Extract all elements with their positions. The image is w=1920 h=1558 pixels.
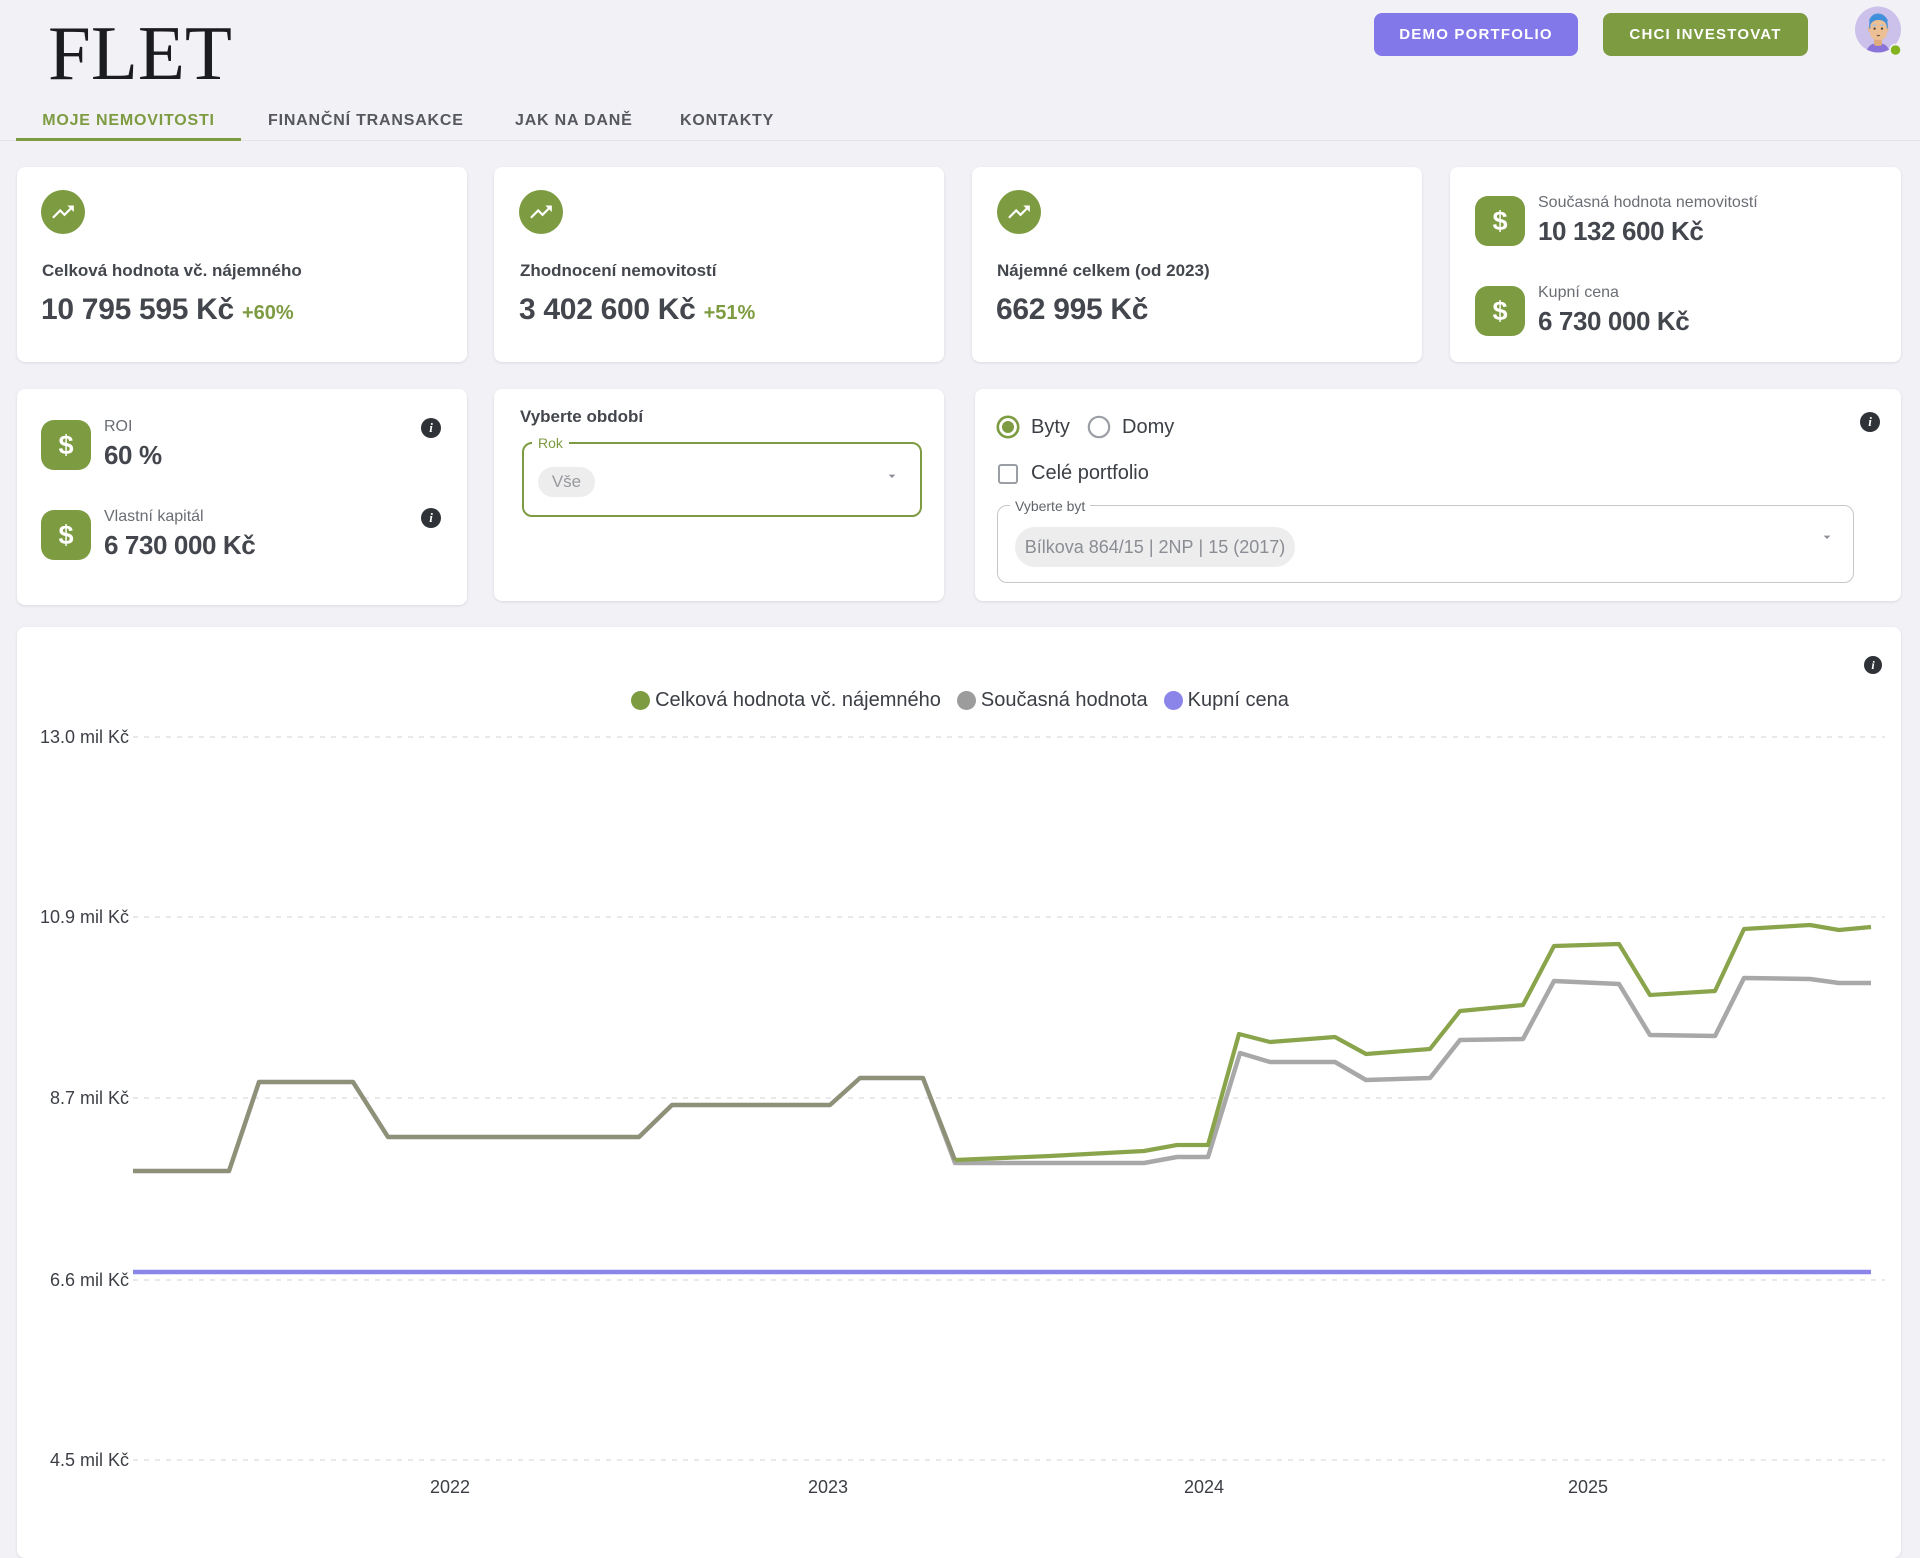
- svg-text:8.7 mil Kč: 8.7 mil Kč: [50, 1088, 129, 1108]
- svg-text:2025: 2025: [1568, 1477, 1608, 1497]
- svg-text:4.5 mil Kč: 4.5 mil Kč: [50, 1450, 129, 1470]
- svg-text:2024: 2024: [1184, 1477, 1224, 1497]
- svg-text:13.0 mil Kč: 13.0 mil Kč: [40, 727, 129, 747]
- svg-text:10.9 mil Kč: 10.9 mil Kč: [40, 907, 129, 927]
- svg-text:2023: 2023: [808, 1477, 848, 1497]
- svg-text:2022: 2022: [430, 1477, 470, 1497]
- svg-text:6.6 mil Kč: 6.6 mil Kč: [50, 1270, 129, 1290]
